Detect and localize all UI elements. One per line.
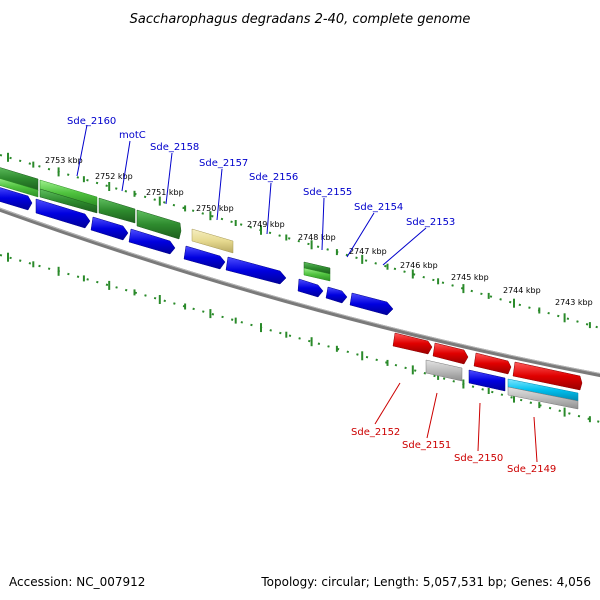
gene-label-leaders-top (76, 124, 427, 266)
gene-feature[interactable] (468, 369, 506, 392)
gene-feature[interactable] (425, 359, 463, 382)
kbp-label: 2752 kbp (95, 172, 133, 181)
gene-labels-bottom: Sde_2152 Sde_2151 Sde_2150 Sde_2149 (351, 427, 556, 475)
gene-feature[interactable] (392, 332, 433, 355)
leader-line (346, 212, 375, 258)
gene-feature[interactable] (0, 186, 33, 211)
kbp-labels: 2753 kbp 2752 kbp 2751 kbp 2750 kbp 2749… (45, 156, 593, 307)
genome-summary-text: Topology: circular; Length: 5,057,531 bp… (260, 575, 591, 589)
gene-feature[interactable] (90, 216, 129, 241)
kbp-label: 2750 kbp (196, 204, 234, 213)
gene-feature[interactable] (225, 256, 287, 285)
accession-text: Accession: NC_007912 (9, 575, 145, 589)
kbp-label: 2743 kbp (555, 298, 593, 307)
gene-feature[interactable] (349, 292, 394, 316)
gene-feature[interactable] (325, 286, 348, 304)
gene-feature[interactable] (183, 245, 226, 270)
leader-line (533, 416, 538, 463)
gene-label[interactable]: Sde_2154 (354, 202, 403, 213)
gene-labels-top: Sde_2160 motC Sde_2158 Sde_2157 Sde_2156… (67, 116, 455, 228)
leader-line (374, 382, 401, 425)
gene-label[interactable]: Sde_2160 (67, 116, 116, 127)
gene-feature[interactable] (136, 209, 182, 240)
gene-feature[interactable] (432, 342, 469, 365)
gene-feature[interactable] (128, 228, 176, 255)
kbp-label: 2748 kbp (298, 233, 336, 242)
leader-line (426, 392, 438, 439)
gene-feature[interactable] (303, 267, 331, 282)
kbp-label: 2753 kbp (45, 156, 83, 165)
leader-line (266, 182, 272, 235)
leader-line (321, 197, 325, 251)
gene-track-blue (0, 186, 394, 316)
genome-backbone (0, 207, 600, 378)
gene-track-lower (425, 359, 579, 410)
gene-feature[interactable] (473, 352, 512, 375)
gene-label[interactable]: Sde_2158 (150, 142, 199, 153)
leader-line (76, 124, 88, 177)
gene-label[interactable]: Sde_2149 (507, 464, 556, 475)
gene-feature[interactable] (512, 361, 583, 391)
leader-line (165, 152, 173, 205)
gene-label[interactable]: Sde_2151 (402, 440, 451, 451)
gene-feature[interactable] (39, 188, 98, 214)
kbp-label: 2745 kbp (451, 273, 489, 282)
gene-label[interactable]: Sde_2155 (303, 187, 352, 198)
scale-track-upper (0, 154, 600, 329)
gene-label[interactable]: Sde_2152 (351, 427, 400, 438)
kbp-label: 2746 kbp (400, 261, 438, 270)
genome-backbone-highlight (0, 207, 600, 375)
kbp-label: 2744 kbp (503, 286, 541, 295)
gene-feature[interactable] (98, 197, 136, 224)
gene-label[interactable]: motC (119, 130, 146, 141)
kbp-label: 2749 kbp (247, 220, 285, 229)
kbp-label: 2747 kbp (349, 247, 387, 256)
gene-feature[interactable] (507, 386, 579, 410)
gene-track-green (0, 167, 331, 282)
scale-track-lower (0, 254, 600, 423)
gene-feature[interactable] (35, 198, 91, 229)
gene-label[interactable]: Sde_2157 (199, 158, 248, 169)
gene-feature[interactable] (191, 228, 234, 254)
leader-line (216, 168, 223, 221)
leader-line (121, 140, 131, 192)
gene-feature[interactable] (297, 278, 324, 298)
gene-label[interactable]: Sde_2150 (454, 453, 503, 464)
gene-label[interactable]: Sde_2156 (249, 172, 298, 183)
leader-line (477, 402, 481, 452)
gene-label[interactable]: Sde_2153 (406, 217, 455, 228)
map-title: Saccharophagus degradans 2-40, complete … (130, 12, 471, 27)
gene-feature[interactable] (0, 177, 39, 198)
leader-line (382, 227, 427, 266)
gene-label-leaders-bottom (374, 382, 538, 463)
gene-track-red (392, 332, 583, 391)
kbp-label: 2751 kbp (146, 188, 184, 197)
